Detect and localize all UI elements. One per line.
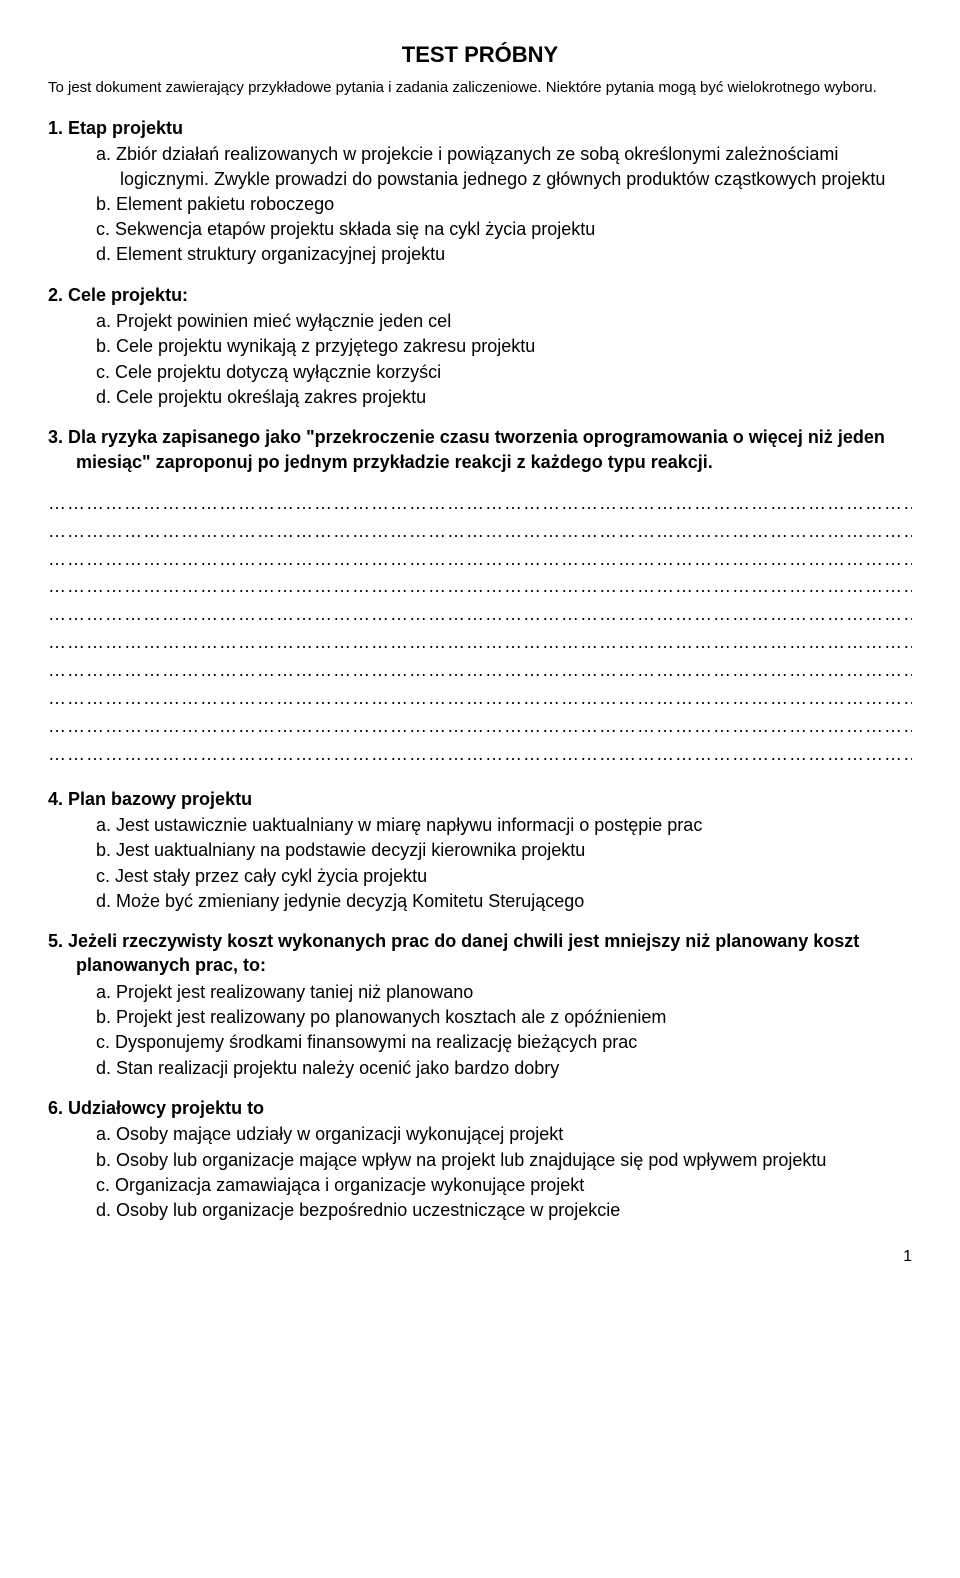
question: Etap projektuZbiór działań realizowanych…: [48, 116, 912, 267]
option: Element struktury organizacyjnej projekt…: [48, 242, 912, 266]
option: Zbiór działań realizowanych w projekcie …: [48, 142, 912, 191]
option: Osoby lub organizacje mające wpływ na pr…: [48, 1148, 912, 1172]
answer-line: ……………………………………………………………………………………………………………: [48, 657, 912, 685]
option: Projekt jest realizowany po planowanych …: [48, 1005, 912, 1029]
option: Projekt powinien mieć wyłącznie jeden ce…: [48, 309, 912, 333]
question: Udziałowcy projektu toOsoby mające udzia…: [48, 1096, 912, 1222]
option: Cele projektu określają zakres projektu: [48, 385, 912, 409]
option: Dysponujemy środkami finansowymi na real…: [48, 1030, 912, 1054]
option-list: Projekt jest realizowany taniej niż plan…: [48, 980, 912, 1080]
answer-line: ……………………………………………………………………………………………………………: [48, 713, 912, 741]
option: Osoby lub organizacje bezpośrednio uczes…: [48, 1198, 912, 1222]
answer-line: ……………………………………………………………………………………………………………: [48, 629, 912, 657]
question-list: Etap projektuZbiór działań realizowanych…: [48, 116, 912, 1223]
answer-line: ……………………………………………………………………………………………………………: [48, 490, 912, 518]
question: Dla ryzyka zapisanego jako "przekroczeni…: [48, 425, 912, 474]
option: Organizacja zamawiająca i organizacje wy…: [48, 1173, 912, 1197]
option: Element pakietu roboczego: [48, 192, 912, 216]
question-text: Dla ryzyka zapisanego jako "przekroczeni…: [48, 425, 912, 474]
answer-line: ……………………………………………………………………………………………………………: [48, 601, 912, 629]
page-number: 1: [48, 1246, 912, 1268]
option: Może być zmieniany jedynie decyzją Komit…: [48, 889, 912, 913]
document-title: TEST PRÓBNY: [48, 40, 912, 70]
option: Projekt jest realizowany taniej niż plan…: [48, 980, 912, 1004]
question-text: Jeżeli rzeczywisty koszt wykonanych prac…: [48, 929, 912, 978]
option: Jest uaktualniany na podstawie decyzji k…: [48, 838, 912, 862]
answer-line: ……………………………………………………………………………………………………………: [48, 685, 912, 713]
question: Cele projektu:Projekt powinien mieć wyłą…: [48, 283, 912, 409]
option: Cele projektu dotyczą wyłącznie korzyści: [48, 360, 912, 384]
option-list: Osoby mające udziały w organizacji wykon…: [48, 1122, 912, 1222]
option: Jest stały przez cały cykl życia projekt…: [48, 864, 912, 888]
answer-line: ……………………………………………………………………………………………………………: [48, 546, 912, 574]
question: Jeżeli rzeczywisty koszt wykonanych prac…: [48, 929, 912, 1080]
option: Cele projektu wynikają z przyjętego zakr…: [48, 334, 912, 358]
option-list: Projekt powinien mieć wyłącznie jeden ce…: [48, 309, 912, 409]
answer-line: ……………………………………………………………………………………………………………: [48, 741, 912, 769]
option: Stan realizacji projektu należy ocenić j…: [48, 1056, 912, 1080]
question-text: Udziałowcy projektu to: [48, 1096, 912, 1120]
question-text: Plan bazowy projektu: [48, 787, 912, 811]
option: Sekwencja etapów projektu składa się na …: [48, 217, 912, 241]
question-text: Etap projektu: [48, 116, 912, 140]
question: Plan bazowy projektuJest ustawicznie uak…: [48, 787, 912, 913]
option-list: Zbiór działań realizowanych w projekcie …: [48, 142, 912, 266]
document-subtitle: To jest dokument zawierający przykładowe…: [48, 78, 912, 98]
option: Osoby mające udziały w organizacji wykon…: [48, 1122, 912, 1146]
option: Jest ustawicznie uaktualniany w miarę na…: [48, 813, 912, 837]
answer-line: ……………………………………………………………………………………………………………: [48, 573, 912, 601]
answer-line: ……………………………………………………………………………………………………………: [48, 518, 912, 546]
option-list: Jest ustawicznie uaktualniany w miarę na…: [48, 813, 912, 913]
answer-lines: ……………………………………………………………………………………………………………: [48, 490, 912, 769]
question-text: Cele projektu:: [48, 283, 912, 307]
